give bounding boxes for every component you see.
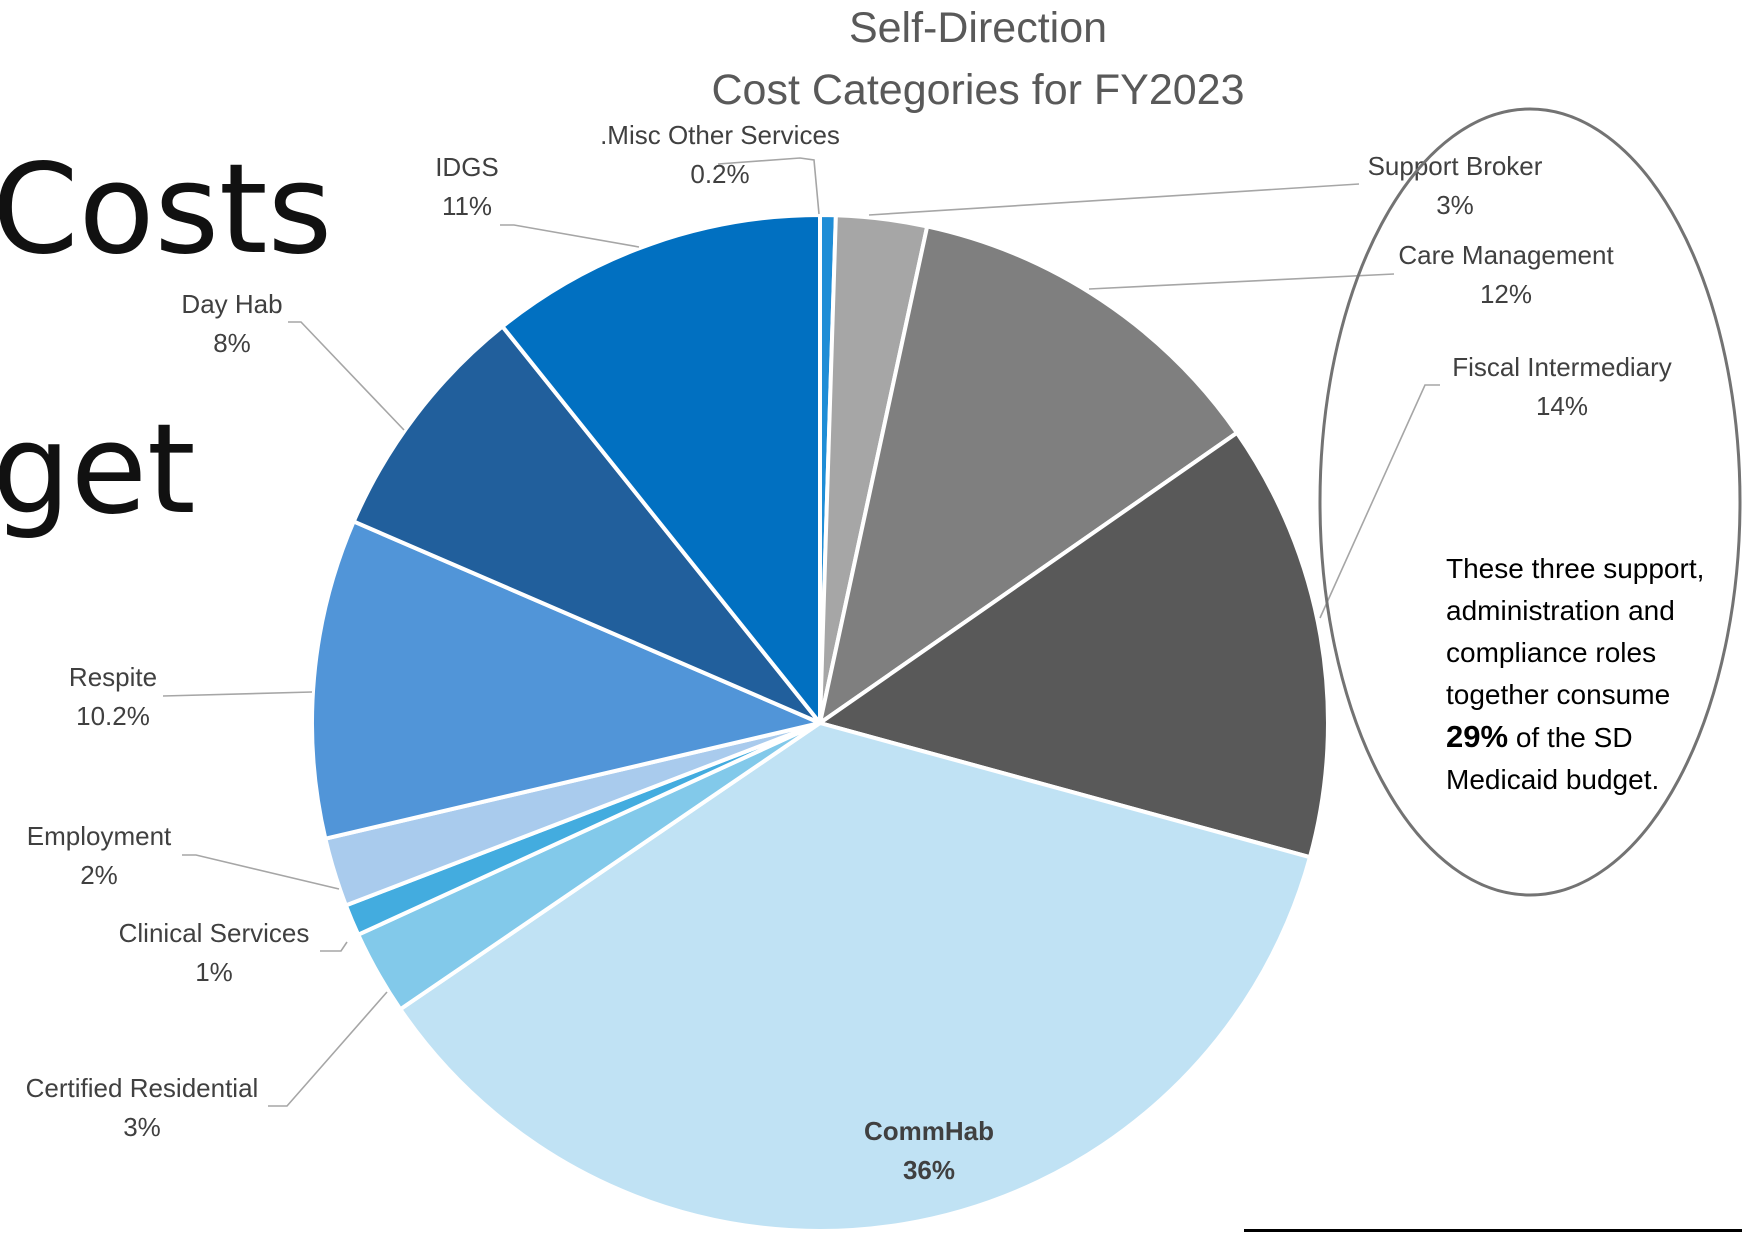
slice-value-label: 36% (903, 1155, 955, 1185)
slice-labels: .Misc Other Services 0.2% Support Broker 3%… (26, 120, 1672, 1185)
slice-label: Respite (69, 662, 157, 692)
slice-value-label: 3% (1436, 190, 1474, 220)
pie-slice-day-hab (351, 324, 822, 725)
leader-line (1319, 384, 1440, 619)
pie-slices (310, 213, 1330, 1233)
chart-title-line-1: Self-Direction (849, 4, 1107, 52)
slice-value-label: 10.2% (76, 701, 150, 731)
leader-line (717, 157, 820, 215)
footer-rule (1244, 1229, 1742, 1232)
slice-value-label: 1% (195, 957, 233, 987)
pie-slice-care-management (818, 224, 1239, 725)
leader-line (868, 183, 1360, 216)
pie-slice-respite (310, 519, 822, 841)
slice-label: Support Broker (1368, 151, 1543, 181)
leader-line (182, 854, 340, 890)
slice-value-label: 14% (1536, 391, 1588, 421)
slice-label: CommHab (864, 1116, 994, 1146)
slice-label: Care Management (1398, 240, 1614, 270)
slice-label: Certified Residential (26, 1073, 259, 1103)
slice-label: IDGS (435, 152, 499, 182)
leader-line (268, 991, 388, 1107)
callout-highlight: 29% (1446, 719, 1509, 754)
slice-label: Fiscal Intermediary (1452, 352, 1672, 382)
slice-value-label: 11% (442, 191, 492, 221)
leader-line (288, 321, 405, 431)
slice-label: .Misc Other Services (600, 120, 840, 150)
leader-line (1088, 273, 1395, 290)
callout-text-before: These three support, administration and … (1446, 553, 1705, 710)
callout-note: These three support, administration and … (1446, 548, 1736, 801)
slice-value-label: 0.2% (690, 159, 749, 189)
chart-title-line-2: Cost Categories for FY2023 (712, 66, 1245, 114)
pie-slice-fiscal-intermediary (818, 430, 1330, 860)
slice-value-label: 2% (80, 860, 118, 890)
highlight-ellipse (1318, 107, 1742, 897)
slide-title-fragment-2: get (0, 398, 196, 542)
slice-value-label: 12% (1480, 279, 1532, 309)
slice-value-label: 8% (213, 328, 251, 358)
slide-title-fragment: Costs (0, 138, 333, 282)
pie-slice-commhab (398, 721, 1312, 1233)
leader-line (500, 224, 640, 248)
slice-label: Clinical Services (119, 918, 310, 948)
callout-text-after: of the SD Medicaid budget. (1446, 722, 1660, 795)
leader-lines (162, 157, 1440, 1107)
leader-line (162, 691, 313, 697)
slice-label: Employment (27, 821, 172, 851)
slice-value-label: 3% (123, 1112, 161, 1142)
pie-slice-idgs (500, 213, 822, 725)
leader-line (320, 941, 348, 952)
slice-label: Day Hab (181, 289, 282, 319)
